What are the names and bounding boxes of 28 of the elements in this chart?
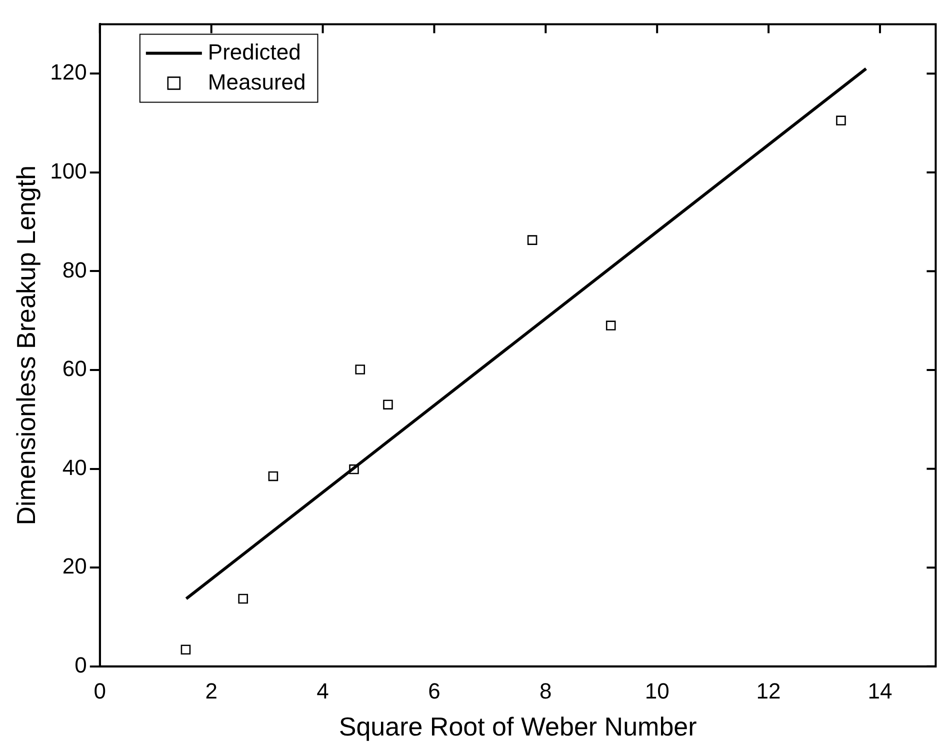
- legend-label: Predicted: [208, 39, 301, 64]
- y-tick-label: 0: [74, 652, 87, 678]
- x-tick-label: 0: [94, 678, 106, 704]
- y-tick-label: 120: [50, 60, 87, 85]
- y-tick-label: 20: [62, 554, 87, 579]
- x-tick-label: 14: [868, 678, 892, 704]
- x-axis-title: Square Root of Weber Number: [338, 712, 698, 742]
- x-tick-label: 8: [540, 678, 552, 704]
- point: [238, 594, 248, 604]
- y-tick-label: 60: [62, 356, 87, 382]
- point: [180, 644, 191, 654]
- y-tick-label: 100: [50, 158, 87, 184]
- point: [527, 235, 538, 245]
- point: [836, 116, 846, 126]
- point: [349, 464, 359, 474]
- point: [268, 471, 278, 482]
- point: [606, 320, 616, 330]
- point: [355, 364, 366, 374]
- legend-label: Measured: [208, 69, 306, 94]
- y-axis-title: Dimensionless Breakup Length: [10, 165, 41, 526]
- x-tick-label: 6: [428, 678, 440, 704]
- x-tick-label: 4: [316, 678, 329, 704]
- point: [383, 400, 393, 410]
- x-tick-label: 10: [644, 678, 670, 704]
- y-tick-label: 40: [62, 454, 87, 480]
- x-tick-label: 2: [205, 678, 218, 704]
- y-tick-label: 80: [62, 257, 87, 282]
- x-tick-label: 12: [756, 678, 781, 704]
